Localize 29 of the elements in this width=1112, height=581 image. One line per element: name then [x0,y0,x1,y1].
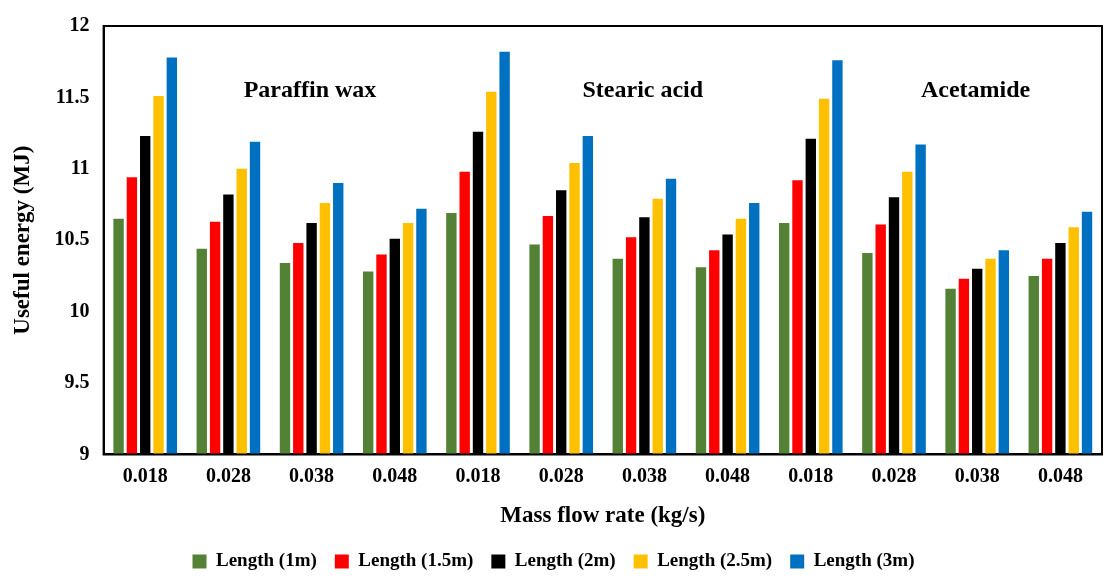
y-axis-title: Useful energy (MJ) [8,145,34,335]
annotation: Paraffin wax [243,76,377,103]
x-tick-label: 0.038 [621,463,667,486]
x-tick-label: 0.018 [788,463,834,486]
annotation: Stearic acid [582,76,704,103]
x-tick-label: 0.018 [122,463,168,486]
x-tick-label: 0.028 [205,463,251,486]
y-tick-label: 11 [70,155,90,178]
y-tick-label: 9.5 [64,370,90,393]
x-axis-title: Mass flow rate (kg/s) [500,502,706,528]
legend-label: Length (2m) [514,549,616,572]
legend-label: Length (2.5m) [657,549,773,572]
legend-label: Length (1m) [216,549,317,572]
x-tick-label: 0.048 [372,463,418,486]
annotation: Acetamide [920,76,1031,103]
x-tick-label: 0.048 [705,463,751,486]
x-tick-label: 0.038 [289,463,335,486]
legend-label: Length (1.5m) [358,549,474,572]
y-tick-label: 12 [69,13,90,36]
y-tick-label: 10 [69,298,90,321]
x-tick-label: 0.028 [871,463,917,486]
x-tick-label: 0.038 [954,463,1000,486]
legend-label: Length (3m) [813,549,915,572]
x-tick-label: 0.018 [455,463,501,486]
x-tick-label: 0.048 [1037,463,1083,486]
x-tick-label: 0.028 [538,463,584,486]
y-tick-label: 9 [79,441,90,464]
y-tick-label: 10.5 [54,227,90,250]
y-tick-label: 11.5 [55,84,90,107]
